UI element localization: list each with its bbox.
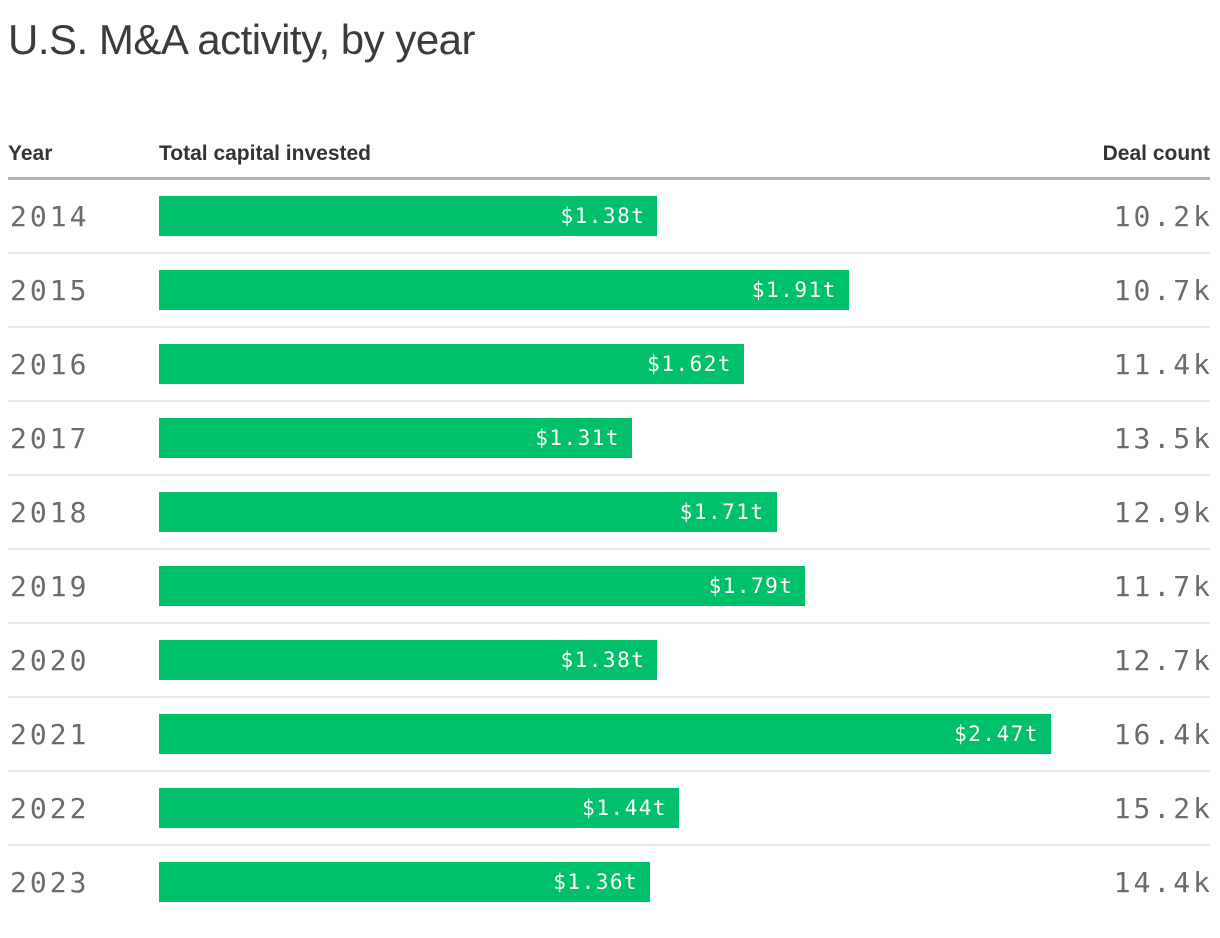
table-row: 2016 $1.62t 11.4k [8, 328, 1210, 403]
capital-bar: $1.36t [159, 862, 651, 903]
row-deal-count-cell: 11.4k [1051, 348, 1210, 381]
row-bar-cell: $1.36t [159, 862, 1051, 903]
row-year-label: 2021 [10, 717, 90, 751]
row-bar-cell: $1.91t [159, 270, 1051, 311]
capital-bar: $1.91t [159, 270, 849, 311]
chart-rows: 2014 $1.38t 10.2k 2015 $1.91t 10.7k 2016 [8, 180, 1210, 918]
row-year-label: 2014 [10, 199, 90, 233]
deal-count-value: 11.4k [1113, 347, 1213, 381]
bar-track: $1.91t [159, 270, 1051, 311]
col-header-capital: Total capital invested [159, 141, 371, 165]
table-row: 2021 $2.47t 16.4k [8, 698, 1210, 773]
row-bar-cell: $1.38t [159, 640, 1051, 681]
capital-bar: $1.44t [159, 788, 680, 829]
chart-title: U.S. M&A activity, by year [8, 16, 476, 63]
bar-track: $1.71t [159, 492, 1051, 533]
bar-track: $1.36t [159, 862, 1051, 903]
bar-value-label: $1.38t [560, 204, 646, 229]
row-year-label: 2019 [10, 569, 90, 603]
table-row: 2020 $1.38t 12.7k [8, 624, 1210, 699]
row-deal-count-cell: 12.7k [1051, 644, 1210, 677]
bar-value-label: $1.62t [647, 352, 733, 377]
row-year-label: 2023 [10, 865, 90, 899]
row-bar-cell: $2.47t [159, 714, 1051, 755]
row-bar-cell: $1.62t [159, 344, 1051, 385]
row-year-label: 2020 [10, 643, 90, 677]
deal-count-value: 12.9k [1113, 495, 1213, 529]
capital-bar: $1.79t [159, 566, 806, 607]
bar-value-label: $1.31t [535, 426, 621, 451]
table-row: 2015 $1.91t 10.7k [8, 254, 1210, 329]
deal-count-value: 10.7k [1113, 273, 1213, 307]
bar-value-label: $1.38t [560, 648, 646, 673]
col-header-deal-count: Deal count [1102, 141, 1210, 165]
bar-track: $1.38t [159, 196, 1051, 237]
row-deal-count-cell: 10.7k [1051, 274, 1210, 307]
row-deal-count-cell: 16.4k [1051, 718, 1210, 751]
deal-count-value: 16.4k [1113, 717, 1213, 751]
row-bar-cell: $1.31t [159, 418, 1051, 459]
row-deal-count-cell: 14.4k [1051, 866, 1210, 899]
row-bar-cell: $1.79t [159, 566, 1051, 607]
row-deal-count-cell: 12.9k [1051, 496, 1210, 529]
row-deal-count-cell: 13.5k [1051, 422, 1210, 455]
bar-track: $1.44t [159, 788, 1051, 829]
deal-count-value: 13.5k [1113, 421, 1213, 455]
bar-value-label: $1.79t [708, 574, 794, 599]
capital-bar: $1.38t [159, 640, 658, 681]
bar-track: $1.62t [159, 344, 1051, 385]
bar-value-label: $1.36t [553, 870, 639, 895]
bar-value-label: $2.47t [954, 722, 1039, 747]
row-year-label: 2022 [10, 791, 90, 825]
row-year-label: 2018 [10, 495, 90, 529]
row-year-label: 2016 [10, 347, 90, 381]
capital-bar: $1.71t [159, 492, 777, 533]
col-header-year: Year [8, 141, 53, 165]
row-deal-count-cell: 10.2k [1051, 200, 1210, 233]
deal-count-value: 10.2k [1113, 199, 1213, 233]
deal-count-value: 12.7k [1113, 643, 1213, 677]
bar-value-label: $1.44t [582, 796, 668, 821]
capital-bar: $1.38t [159, 196, 658, 237]
bar-track: $1.38t [159, 640, 1051, 681]
table-row: 2014 $1.38t 10.2k [8, 180, 1210, 255]
row-bar-cell: $1.38t [159, 196, 1051, 237]
table-row: 2023 $1.36t 14.4k [8, 846, 1210, 918]
row-year-label: 2015 [10, 273, 90, 307]
capital-bar: $1.31t [159, 418, 633, 459]
deal-count-value: 14.4k [1113, 865, 1213, 899]
table-header: Year Total capital invested Deal count [8, 141, 1210, 181]
bar-track: $2.47t [159, 714, 1051, 755]
row-deal-count-cell: 11.7k [1051, 570, 1210, 603]
bar-track: $1.79t [159, 566, 1051, 607]
row-bar-cell: $1.44t [159, 788, 1051, 829]
deal-count-value: 15.2k [1113, 791, 1213, 825]
table-row: 2019 $1.79t 11.7k [8, 550, 1210, 625]
bar-track: $1.31t [159, 418, 1051, 459]
table-row: 2018 $1.71t 12.9k [8, 476, 1210, 551]
row-deal-count-cell: 15.2k [1051, 792, 1210, 825]
row-year-label: 2017 [10, 421, 90, 455]
capital-bar: $1.62t [159, 344, 745, 385]
table-row: 2022 $1.44t 15.2k [8, 772, 1210, 847]
table-row: 2017 $1.31t 13.5k [8, 402, 1210, 477]
bar-value-label: $1.71t [679, 500, 765, 525]
deal-count-value: 11.7k [1113, 569, 1213, 603]
capital-bar: $2.47t [159, 714, 1051, 755]
row-bar-cell: $1.71t [159, 492, 1051, 533]
bar-value-label: $1.91t [751, 278, 837, 303]
